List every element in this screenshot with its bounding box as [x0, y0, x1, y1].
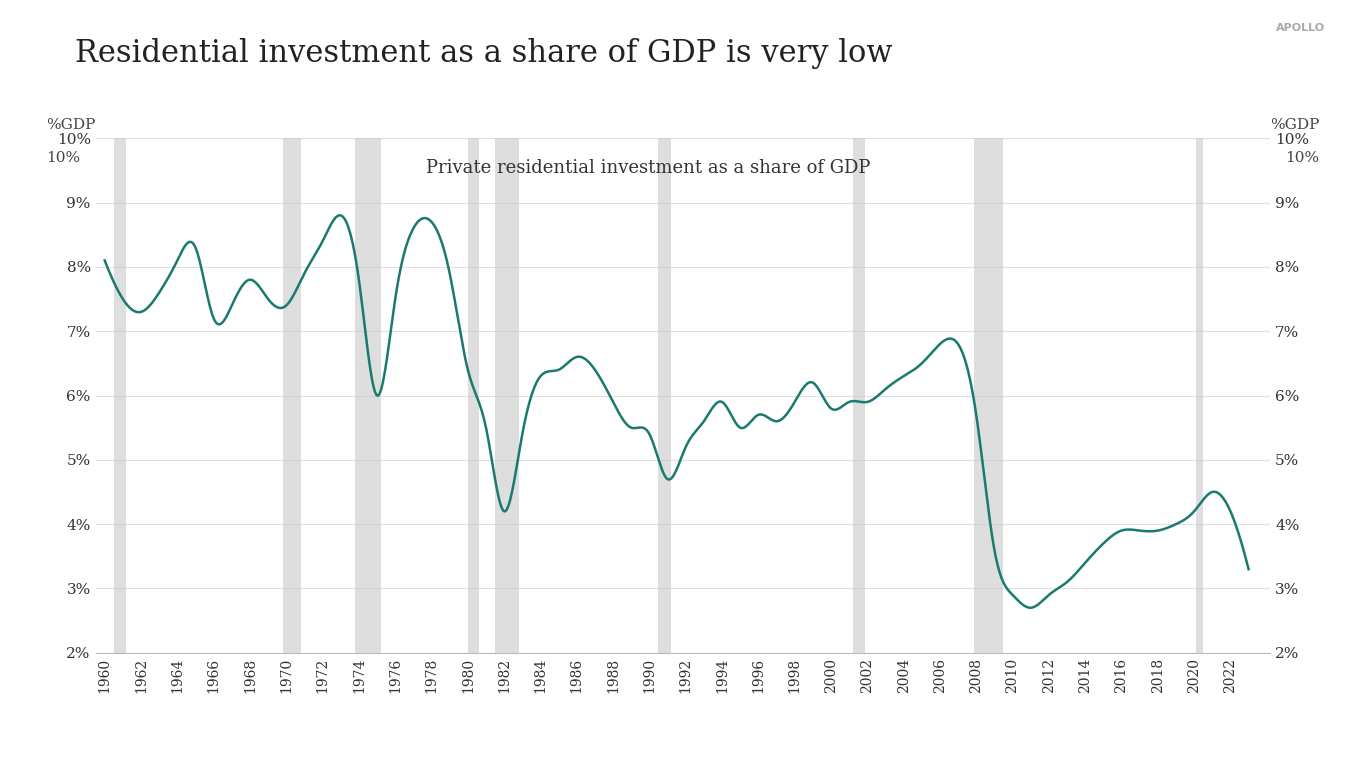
Text: %GDP: %GDP [1270, 118, 1320, 131]
Bar [1197, 138, 1203, 653]
Text: 10%: 10% [1285, 151, 1320, 165]
Text: %GDP: %GDP [46, 118, 96, 131]
Text: Private residential investment as a share of GDP: Private residential investment as a shar… [426, 159, 870, 177]
Bar [467, 138, 478, 653]
Bar [283, 138, 301, 653]
Text: 10%: 10% [46, 151, 81, 165]
Text: APOLLO: APOLLO [1276, 23, 1325, 33]
Text: Residential investment as a share of GDP is very low: Residential investment as a share of GDP… [75, 38, 892, 69]
Bar [974, 138, 1004, 653]
Bar [852, 138, 866, 653]
Bar [494, 138, 519, 653]
Bar [355, 138, 381, 653]
Bar [658, 138, 671, 653]
Bar [113, 138, 127, 653]
